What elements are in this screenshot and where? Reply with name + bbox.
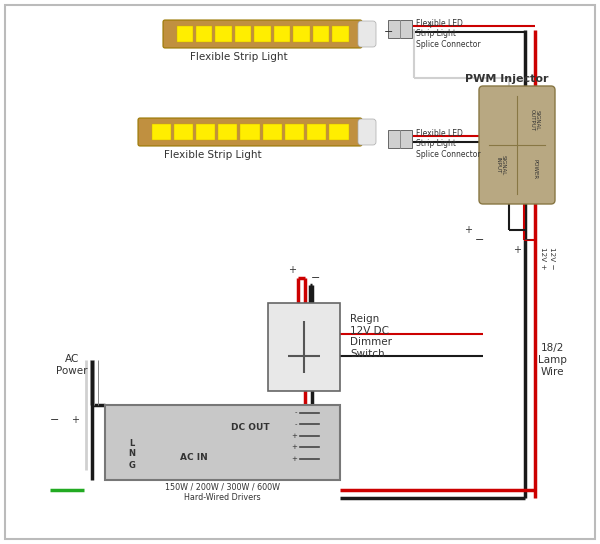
Text: AC IN: AC IN xyxy=(181,453,208,462)
Text: -: - xyxy=(295,421,297,427)
FancyBboxPatch shape xyxy=(138,118,362,146)
Bar xyxy=(105,405,340,480)
Bar xyxy=(388,130,412,148)
Bar xyxy=(174,124,193,140)
Text: L: L xyxy=(130,440,134,448)
Bar xyxy=(274,26,290,42)
Text: +: + xyxy=(291,456,297,462)
Bar xyxy=(196,26,212,42)
Text: POWER: POWER xyxy=(532,159,537,180)
Text: Hard-Wired Drivers: Hard-Wired Drivers xyxy=(184,493,261,502)
Bar xyxy=(215,26,232,42)
Text: +: + xyxy=(291,432,297,439)
Bar xyxy=(241,124,260,140)
Text: -: - xyxy=(295,410,297,416)
Text: +: + xyxy=(464,225,472,235)
Bar xyxy=(293,26,310,42)
Bar xyxy=(307,124,326,140)
Bar xyxy=(235,26,251,42)
Text: PWM Injector: PWM Injector xyxy=(465,74,548,84)
Text: −: − xyxy=(50,415,59,425)
Text: SIGNAL
OUTPUT: SIGNAL OUTPUT xyxy=(529,109,540,131)
Text: +: + xyxy=(291,444,297,450)
Text: 150W / 200W / 300W / 600W: 150W / 200W / 300W / 600W xyxy=(165,483,280,492)
FancyBboxPatch shape xyxy=(163,20,362,48)
Bar xyxy=(176,26,193,42)
Text: G: G xyxy=(128,461,136,469)
Text: −: − xyxy=(475,235,485,245)
Text: SIGNAL
INPUT: SIGNAL INPUT xyxy=(495,154,506,175)
Bar xyxy=(388,20,412,38)
Text: 12V +: 12V + xyxy=(540,246,546,269)
Bar xyxy=(196,124,215,140)
Bar xyxy=(332,26,349,42)
Text: DC OUT: DC OUT xyxy=(232,423,270,432)
FancyBboxPatch shape xyxy=(358,21,376,47)
Text: Reign
12V DC
Dimmer
Switch: Reign 12V DC Dimmer Switch xyxy=(350,314,392,359)
Text: −: − xyxy=(383,27,393,37)
Text: N: N xyxy=(128,449,136,458)
Bar xyxy=(263,124,282,140)
Text: +: + xyxy=(513,245,521,255)
Text: −: − xyxy=(523,235,531,245)
Bar xyxy=(268,303,340,391)
Text: +: + xyxy=(426,22,433,30)
Text: +: + xyxy=(71,415,79,425)
Text: AC
Power: AC Power xyxy=(56,354,88,376)
Text: −: − xyxy=(311,273,320,283)
Text: +: + xyxy=(288,265,296,275)
Text: 18/2
Lamp
Wire: 18/2 Lamp Wire xyxy=(538,343,566,376)
Text: 12V −: 12V − xyxy=(549,246,555,269)
Text: Flexible LED
Strip Light
Splice Connector: Flexible LED Strip Light Splice Connecto… xyxy=(416,19,481,49)
FancyBboxPatch shape xyxy=(358,119,376,145)
Bar xyxy=(285,124,304,140)
Text: Flexible Strip Light: Flexible Strip Light xyxy=(190,52,288,62)
FancyBboxPatch shape xyxy=(479,86,555,204)
Bar xyxy=(313,26,329,42)
Text: Flexible Strip Light: Flexible Strip Light xyxy=(164,150,262,160)
Bar xyxy=(329,124,349,140)
Bar xyxy=(151,124,171,140)
Bar xyxy=(254,26,271,42)
Text: Flexible LED
Strip Light
Splice Connector: Flexible LED Strip Light Splice Connecto… xyxy=(416,129,481,159)
Bar xyxy=(218,124,238,140)
